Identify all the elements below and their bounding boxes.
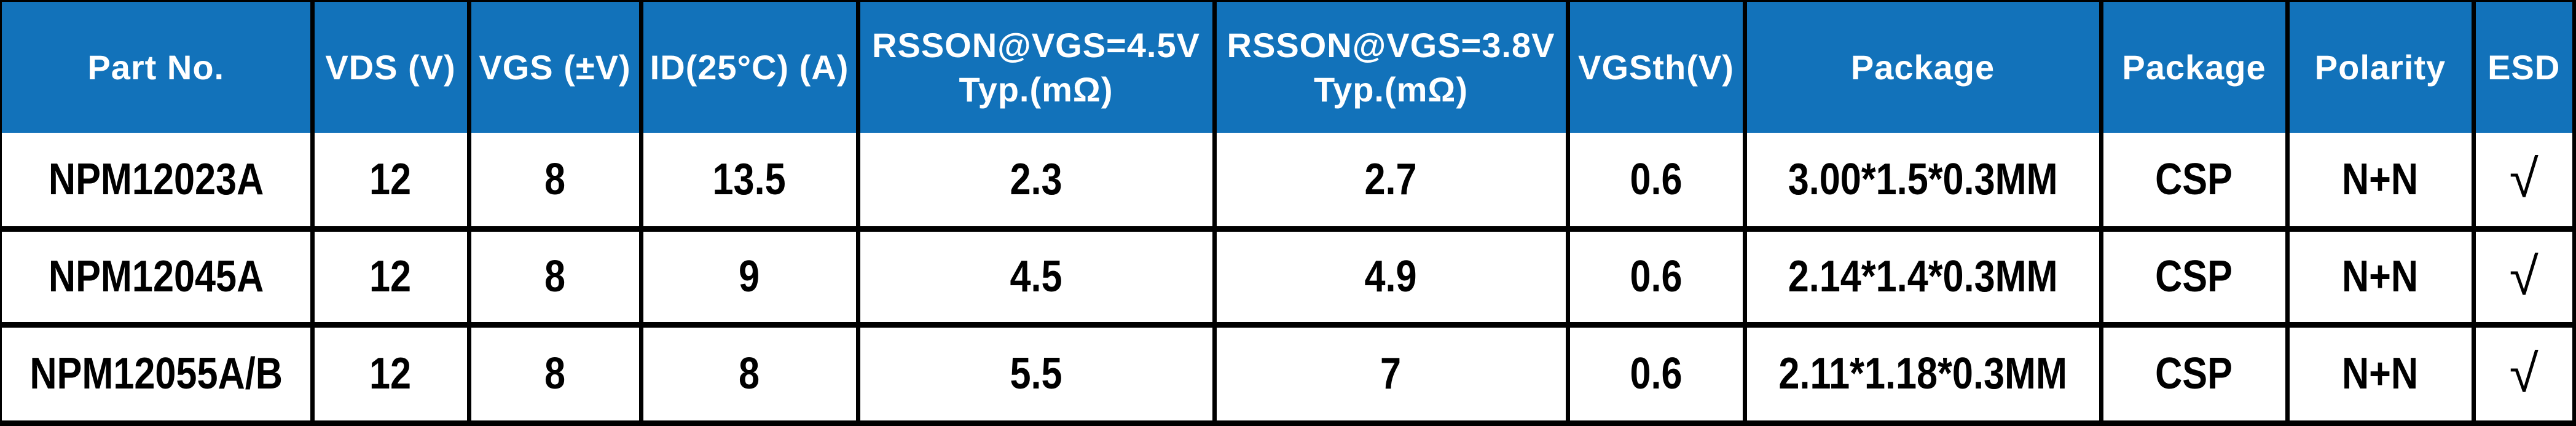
header-polarity-label: Polarity — [2314, 47, 2446, 87]
cell-esd: √ — [2473, 133, 2572, 232]
cell-text: 2.11*1.18*0.3MM — [1778, 349, 2067, 399]
cell-package-size: 2.11*1.18*0.3MM — [1745, 325, 2103, 420]
cell-vds: 12 — [312, 325, 471, 420]
cell-text: 2.14*1.4*0.3MM — [1788, 252, 2058, 301]
cell-package-type: CSP — [2101, 229, 2290, 328]
cell-text: 0.6 — [1630, 154, 1683, 204]
cell-text: 0.6 — [1630, 349, 1683, 399]
cell-esd: √ — [2473, 325, 2572, 420]
header-rsson-4v5-label: RSSON@VGS=4.5V Typ.(mΩ) — [872, 25, 1200, 109]
cell-text: 12 — [369, 349, 412, 399]
cell-vgs: 8 — [469, 325, 643, 420]
header-id-25c-label: ID(25°C) (A) — [650, 47, 849, 87]
cell-polarity: N+N — [2287, 325, 2476, 420]
header-vgs-label: VGS (±V) — [479, 47, 631, 87]
cell-text: 8 — [544, 349, 566, 399]
cell-text: 13.5 — [712, 154, 787, 204]
cell-vgsth: 0.6 — [1568, 229, 1747, 328]
cell-polarity: N+N — [2287, 133, 2476, 232]
cell-vds: 12 — [312, 133, 471, 232]
cell-text: 7 — [1380, 349, 1402, 399]
table-row: NPM12055A/B 12 8 8 5.5 7 0.6 2.11*1.18*0… — [2, 325, 2572, 420]
cell-rsson-3v8: 7 — [1214, 325, 1570, 420]
cell-text: N+N — [2342, 154, 2419, 204]
cell-text: N+N — [2342, 252, 2419, 301]
cell-part-no: NPM12023A — [2, 133, 315, 232]
cell-text: 9 — [739, 252, 760, 301]
cell-text: 4.5 — [1010, 252, 1062, 301]
header-vds-label: VDS (V) — [325, 47, 456, 87]
cell-text: 8 — [544, 154, 566, 204]
header-rsson-3v8-label: RSSON@VGS=3.8V Typ.(mΩ) — [1227, 25, 1555, 109]
header-vgs: VGS (±V) — [469, 2, 643, 133]
cell-text: NPM12055A/B — [29, 349, 283, 399]
cell-package-type: CSP — [2101, 325, 2290, 420]
header-part-no-label: Part No. — [87, 47, 225, 87]
header-package-size: Package — [1745, 2, 2103, 133]
cell-rsson-4v5: 2.3 — [858, 133, 1217, 232]
cell-text: 0.6 — [1630, 252, 1683, 301]
cell-vgs: 8 — [469, 229, 643, 328]
cell-package-size: 2.14*1.4*0.3MM — [1745, 229, 2103, 328]
cell-vgs: 8 — [469, 133, 643, 232]
header-part-no: Part No. — [2, 2, 315, 133]
cell-rsson-3v8: 2.7 — [1214, 133, 1570, 232]
cell-esd: √ — [2473, 229, 2572, 328]
header-package-type: Package — [2101, 2, 2290, 133]
cell-text: CSP — [2155, 349, 2233, 399]
cell-text: 3.00*1.5*0.3MM — [1788, 154, 2058, 204]
table-row: NPM12045A 12 8 9 4.5 4.9 0.6 2.14*1.4*0.… — [2, 229, 2572, 328]
cell-rsson-4v5: 4.5 — [858, 229, 1217, 328]
header-vgsth: VGSth(V) — [1568, 2, 1747, 133]
table-row: NPM12023A 12 8 13.5 2.3 2.7 0.6 3.00*1.5… — [2, 133, 2572, 232]
esd-checkmark: √ — [2509, 149, 2539, 209]
cell-polarity: N+N — [2287, 229, 2476, 328]
cell-id-25c: 9 — [641, 229, 860, 328]
cell-text: 2.3 — [1010, 154, 1062, 204]
cell-vgsth: 0.6 — [1568, 133, 1747, 232]
header-row: Part No. VDS (V) VGS (±V) ID(25°C) (A) R… — [2, 2, 2572, 133]
cell-vgsth: 0.6 — [1568, 325, 1747, 420]
cell-text: NPM12045A — [48, 252, 264, 301]
cell-text: CSP — [2155, 154, 2233, 204]
cell-text: 4.9 — [1364, 252, 1418, 301]
header-vds: VDS (V) — [312, 2, 471, 133]
cell-rsson-3v8: 4.9 — [1214, 229, 1570, 328]
mosfet-table: Part No. VDS (V) VGS (±V) ID(25°C) (A) R… — [2, 2, 2572, 420]
cell-text: CSP — [2155, 252, 2233, 301]
cell-text: 8 — [544, 252, 566, 301]
header-rsson-4v5: RSSON@VGS=4.5V Typ.(mΩ) — [858, 2, 1217, 133]
header-polarity: Polarity — [2287, 2, 2476, 133]
header-vgsth-label: VGSth(V) — [1578, 47, 1734, 87]
cell-text: 2.7 — [1364, 154, 1418, 204]
cell-text: NPM12023A — [48, 154, 264, 204]
header-package-type-label: Package — [2122, 47, 2266, 87]
cell-id-25c: 13.5 — [641, 133, 860, 232]
header-id-25c: ID(25°C) (A) — [641, 2, 860, 133]
header-esd-label: ESD — [2488, 47, 2561, 87]
cell-part-no: NPM12045A — [2, 229, 315, 328]
header-package-size-label: Package — [1850, 47, 1995, 87]
cell-part-no: NPM12055A/B — [2, 325, 315, 420]
cell-vds: 12 — [312, 229, 471, 328]
cell-package-size: 3.00*1.5*0.3MM — [1745, 133, 2103, 232]
cell-text: 5.5 — [1010, 349, 1062, 399]
cell-package-type: CSP — [2101, 133, 2290, 232]
esd-checkmark: √ — [2509, 247, 2539, 306]
cell-text: 8 — [739, 349, 760, 399]
cell-id-25c: 8 — [641, 325, 860, 420]
esd-checkmark: √ — [2509, 344, 2539, 403]
cell-text: 12 — [369, 154, 412, 204]
cell-text: 12 — [369, 252, 412, 301]
cell-text: N+N — [2342, 349, 2419, 399]
header-rsson-3v8: RSSON@VGS=3.8V Typ.(mΩ) — [1214, 2, 1570, 133]
cell-rsson-4v5: 5.5 — [858, 325, 1217, 420]
header-esd: ESD — [2473, 2, 2572, 133]
